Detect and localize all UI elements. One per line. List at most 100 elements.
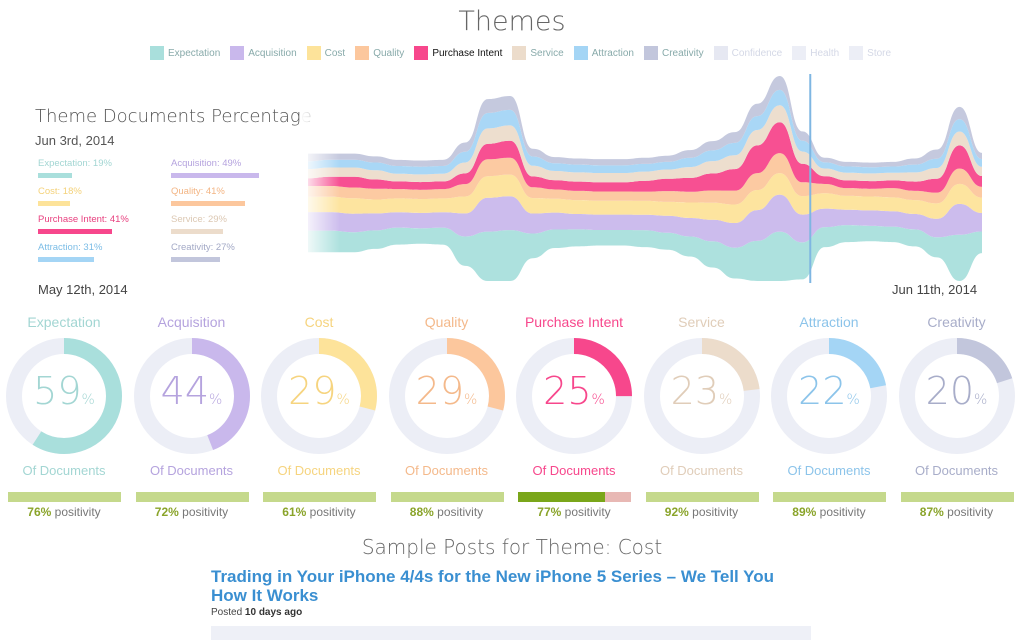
positivity-bar-negative (605, 492, 631, 502)
donut-percent-value: 44 (160, 369, 210, 413)
legend-item-store[interactable]: Store (849, 46, 891, 60)
positivity-label: positivity (433, 505, 484, 519)
stream-series-quality[interactable] (308, 153, 982, 205)
of-documents-label: Of Documents (277, 463, 361, 478)
donut-ring: 22% (770, 337, 888, 455)
stream-series-acquisition[interactable] (308, 194, 982, 248)
legend-swatch (573, 46, 588, 60)
theme-percentage-label: Service: 29% (171, 214, 227, 225)
donut-percent-sign: % (336, 392, 350, 408)
post-title-link[interactable]: Trading in Your iPhone 4/4s for the New … (211, 567, 775, 605)
positivity-percent: 92% (664, 505, 689, 519)
legend-label: Cost (324, 47, 346, 59)
donut-value-arc (6, 338, 122, 454)
donut-percent: 20% (898, 369, 1016, 413)
of-documents-label: Of Documents (149, 463, 234, 478)
donut-ring: 59% (5, 337, 123, 455)
legend-swatch (643, 46, 658, 60)
legend-item-creativity[interactable]: Creativity (643, 46, 704, 60)
panel-title: Theme Documents Percentage (35, 106, 312, 127)
theme-percentage-label: Cost: 18% (38, 186, 82, 197)
theme-percentage-bar (171, 229, 223, 234)
theme-name: Attraction (799, 314, 859, 330)
theme-donut-service[interactable]: Service 23% Of Documents 92% positivity (638, 312, 766, 519)
theme-percentage-bar (38, 201, 70, 206)
theme-percentage-bar (171, 257, 220, 262)
positivity-bar-fill (518, 492, 605, 502)
legend-item-expectation[interactable]: Expectation (150, 46, 220, 60)
donut-percent-sign: % (719, 392, 733, 408)
donut-percent-sign: % (209, 392, 223, 408)
donut-ring: 29% (260, 337, 378, 455)
theme-percentage-item: Service: 29% (171, 214, 227, 234)
theme-percentage-bar (38, 257, 94, 262)
stream-series-attraction[interactable] (308, 89, 982, 175)
stream-series-expectation[interactable] (308, 225, 982, 281)
legend-swatch (849, 46, 864, 60)
theme-donut-expectation[interactable]: Expectation 59% Of Documents 76% positivity (0, 312, 128, 519)
donut-ring: 25% (515, 337, 633, 455)
theme-percentage-item: Attraction: 31% (38, 242, 102, 262)
donut-ring: 20% (898, 337, 1016, 455)
legend-swatch (230, 46, 245, 60)
stream-series-cost[interactable] (308, 173, 982, 224)
of-documents-label: Of Documents (22, 463, 106, 478)
legend-item-attraction[interactable]: Attraction (573, 46, 634, 60)
legend-item-confidence[interactable]: Confidence (713, 46, 782, 60)
legend-item-service[interactable]: Service (512, 46, 564, 60)
positivity-text: 72% positivity (128, 505, 256, 519)
donut-percent: 23% (643, 369, 761, 413)
theme-donut-attraction[interactable]: Attraction 22% Of Documents 89% positivity (765, 312, 893, 519)
legend-item-health[interactable]: Health (792, 46, 839, 60)
theme-donut-quality[interactable]: Quality 29% Of Documents 88% positivity (383, 312, 511, 519)
streamgraph[interactable] (300, 68, 990, 283)
legend-item-purchase-intent[interactable]: Purchase Intent (414, 46, 502, 60)
positivity-bar (390, 492, 504, 502)
legend-item-cost[interactable]: Cost (306, 46, 346, 60)
theme-donut-creativity[interactable]: Creativity 20% Of Documents 87% positivity (893, 312, 1021, 519)
theme-name: Service (678, 314, 725, 330)
legend-swatch (512, 46, 527, 60)
positivity-label: positivity (688, 505, 739, 519)
positivity-percent: 87% (919, 505, 944, 519)
post-preview-box (211, 626, 811, 640)
range-start-date: May 12th, 2014 (38, 282, 128, 297)
positivity-label: positivity (51, 505, 101, 519)
stream-series-service[interactable] (308, 105, 982, 183)
donut-percent-sign: % (846, 392, 860, 408)
posted-age: 10 days ago (244, 607, 303, 618)
theme-name: Purchase Intent (524, 314, 624, 330)
of-documents-label: Of Documents (787, 463, 871, 478)
legend-label: Acquisition (248, 47, 297, 59)
theme-percentage-bar (38, 173, 72, 178)
positivity-text: 88% positivity (383, 505, 511, 519)
theme-donut-cost[interactable]: Cost 29% Of Documents 61% positivity (255, 312, 383, 519)
theme-donut-purchase-intent[interactable]: Purchase Intent 25% Of Documents 77% positi… (510, 312, 638, 519)
stream-series-creativity[interactable] (308, 76, 982, 168)
legend-swatch (355, 46, 370, 60)
donut-percent-sign: % (464, 392, 478, 408)
donut-percent-value: 29 (288, 369, 337, 413)
donut-percent: 29% (388, 369, 506, 413)
theme-percentage-item: Acquisition: 49% (171, 158, 259, 178)
donut-ring: 29% (388, 337, 506, 455)
theme-percentage-item: Expectation: 19% (38, 158, 112, 178)
posted-label: Posted (211, 607, 243, 618)
legend-label: Service (530, 47, 564, 59)
legend: Expectation Acquisition Cost Quality Purchas… (150, 45, 1004, 61)
donut-ring: 23% (643, 337, 761, 455)
theme-donut-acquisition[interactable]: Acquisition 44% Of Documents 72% positivity (128, 312, 256, 519)
theme-name: Quality (424, 314, 469, 330)
positivity-percent: 61% (282, 505, 307, 519)
stream-series-purchase-intent[interactable] (308, 122, 982, 193)
legend-item-acquisition[interactable]: Acquisition (230, 46, 297, 60)
positivity-label: positivity (178, 505, 229, 519)
donut-percent-value: 29 (415, 369, 465, 413)
donut-percent-value: 25 (543, 369, 592, 413)
page-title: Themes (458, 6, 566, 37)
legend-item-quality[interactable]: Quality (355, 46, 404, 60)
positivity-text: 92% positivity (638, 505, 766, 519)
theme-name: Expectation (27, 314, 101, 330)
stream-fade (300, 68, 340, 283)
donut-percent-value: 59 (33, 369, 82, 413)
